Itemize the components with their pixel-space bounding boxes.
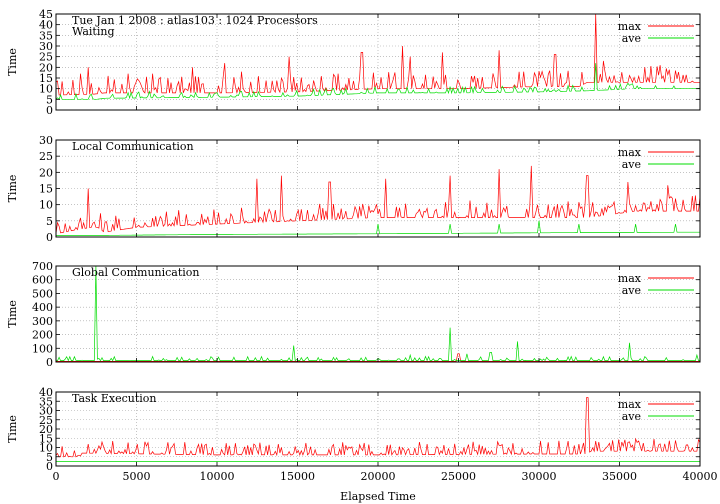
y-tick-label: 200 xyxy=(32,329,53,342)
legend-label-max: max xyxy=(618,20,642,33)
x-tick-label: 0 xyxy=(53,470,60,483)
series-line-max xyxy=(55,397,701,458)
y-axis-label: Time xyxy=(6,300,19,328)
y-tick-label: 20 xyxy=(39,423,53,436)
y-tick-label: 300 xyxy=(32,315,53,328)
y-tick-label: 5 xyxy=(46,215,53,228)
y-tick-label: 40 xyxy=(39,386,53,399)
x-tick-label: 15000 xyxy=(280,470,315,483)
y-tick-label: 20 xyxy=(39,166,53,179)
panel-title: Tue Jan 1 2008 : atlas103 : 1024 Process… xyxy=(72,14,318,27)
y-tick-label: 15 xyxy=(39,72,53,85)
y-tick-label: 0 xyxy=(46,356,53,369)
y-tick-label: 25 xyxy=(39,150,53,163)
legend-label-ave: ave xyxy=(622,410,641,423)
legend-label-ave: ave xyxy=(622,284,641,297)
series-line-max xyxy=(55,13,700,96)
y-tick-label: 5 xyxy=(46,451,53,464)
series-line-ave xyxy=(56,265,700,362)
legend-label-ave: ave xyxy=(622,158,641,171)
x-tick-label: 25000 xyxy=(441,470,476,483)
y-axis-label: Time xyxy=(6,48,19,76)
x-tick-label: 35000 xyxy=(602,470,637,483)
y-tick-label: 0 xyxy=(46,460,53,473)
x-tick-label: 30000 xyxy=(522,470,557,483)
y-tick-label: 30 xyxy=(39,40,53,53)
legend-label-max: max xyxy=(618,146,642,159)
y-tick-label: 10 xyxy=(39,199,53,212)
panel-subtitle: Waiting xyxy=(72,25,115,38)
legend-label-max: max xyxy=(618,398,642,411)
legend-label-ave: ave xyxy=(622,32,641,45)
y-tick-label: 500 xyxy=(32,287,53,300)
y-tick-label: 700 xyxy=(32,260,53,273)
y-tick-label: 400 xyxy=(32,301,53,314)
panel-title: Global Communication xyxy=(72,266,200,279)
y-tick-label: 600 xyxy=(32,274,53,287)
x-tick-label: 40000 xyxy=(683,470,718,483)
y-tick-label: 25 xyxy=(39,414,53,427)
series-line-ave xyxy=(56,220,700,236)
y-axis-label: Time xyxy=(6,415,19,443)
y-tick-label: 20 xyxy=(39,61,53,74)
panel-title: Task Execution xyxy=(72,392,156,405)
y-tick-label: 15 xyxy=(39,183,53,196)
y-tick-label: 0 xyxy=(46,231,53,244)
series-line-ave xyxy=(55,63,701,100)
series-line-max xyxy=(55,165,701,234)
y-tick-label: 15 xyxy=(39,432,53,445)
y-tick-label: 10 xyxy=(39,442,53,455)
y-tick-label: 25 xyxy=(39,51,53,64)
y-tick-label: 30 xyxy=(39,405,53,418)
y-tick-label: 0 xyxy=(46,104,53,117)
y-tick-label: 35 xyxy=(39,29,53,42)
x-tick-label: 20000 xyxy=(361,470,396,483)
x-tick-label: 5000 xyxy=(123,470,151,483)
y-tick-label: 45 xyxy=(39,8,53,21)
y-tick-label: 5 xyxy=(46,93,53,106)
panel-2: 0 5 10 15 20 25 30 Time Local Communication maxav… xyxy=(6,134,701,244)
y-tick-label: 100 xyxy=(32,342,53,355)
y-tick-label: 40 xyxy=(39,19,53,32)
y-tick-label: 30 xyxy=(39,134,53,147)
x-axis-label: Elapsed Time xyxy=(340,490,416,503)
panel-title: Local Communication xyxy=(72,140,194,153)
x-tick-label: 10000 xyxy=(200,470,235,483)
y-tick-label: 10 xyxy=(39,83,53,96)
legend-label-max: max xyxy=(618,272,642,285)
y-tick-label: 35 xyxy=(39,395,53,408)
y-axis-label: Time xyxy=(6,175,19,203)
